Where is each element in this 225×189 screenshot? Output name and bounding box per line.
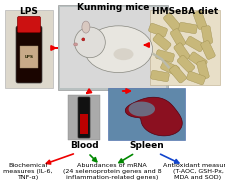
FancyBboxPatch shape	[78, 97, 90, 138]
FancyBboxPatch shape	[169, 65, 187, 83]
Text: Biochemical
measures (IL-6,
TNF-α): Biochemical measures (IL-6, TNF-α)	[3, 163, 53, 180]
Text: Blood: Blood	[70, 141, 98, 150]
Text: HMSeBA diet: HMSeBA diet	[152, 7, 218, 16]
Ellipse shape	[82, 38, 85, 41]
Bar	[108, 88, 185, 140]
Ellipse shape	[74, 43, 78, 46]
Text: Spleen: Spleen	[130, 141, 164, 150]
Ellipse shape	[113, 48, 133, 60]
FancyBboxPatch shape	[160, 61, 180, 75]
Bar	[150, 10, 220, 85]
FancyBboxPatch shape	[18, 16, 40, 33]
FancyBboxPatch shape	[186, 36, 204, 52]
FancyBboxPatch shape	[16, 26, 42, 83]
Text: LPS: LPS	[25, 55, 34, 59]
Bar	[58, 5, 168, 90]
FancyBboxPatch shape	[153, 33, 171, 50]
Bar	[5, 10, 53, 88]
Ellipse shape	[84, 26, 153, 73]
FancyBboxPatch shape	[177, 55, 195, 73]
FancyBboxPatch shape	[179, 22, 197, 34]
Bar	[80, 114, 88, 134]
FancyBboxPatch shape	[193, 11, 207, 29]
FancyBboxPatch shape	[170, 29, 186, 47]
FancyBboxPatch shape	[201, 40, 215, 60]
Text: LPS: LPS	[20, 7, 38, 16]
Polygon shape	[129, 102, 155, 116]
FancyBboxPatch shape	[151, 70, 169, 82]
Text: Antioxidant measures
(T-AOC, GSH-Px,
MDA and SOD): Antioxidant measures (T-AOC, GSH-Px, MDA…	[163, 163, 225, 180]
Bar	[68, 95, 100, 140]
FancyBboxPatch shape	[197, 60, 209, 79]
FancyBboxPatch shape	[187, 71, 205, 85]
Text: Abundances of mRNA
(24 selenoprotein genes and 8
inflammation-related genes): Abundances of mRNA (24 selenoprotein gen…	[63, 163, 161, 180]
FancyBboxPatch shape	[155, 50, 174, 62]
Ellipse shape	[82, 21, 90, 33]
Bar	[60, 7, 166, 88]
Polygon shape	[125, 97, 182, 136]
Ellipse shape	[74, 27, 105, 58]
FancyBboxPatch shape	[174, 43, 190, 61]
FancyBboxPatch shape	[201, 26, 213, 44]
Bar	[20, 46, 38, 68]
FancyBboxPatch shape	[148, 23, 167, 37]
Text: Kunming mice: Kunming mice	[77, 3, 149, 12]
FancyBboxPatch shape	[189, 52, 207, 68]
FancyBboxPatch shape	[164, 13, 180, 31]
